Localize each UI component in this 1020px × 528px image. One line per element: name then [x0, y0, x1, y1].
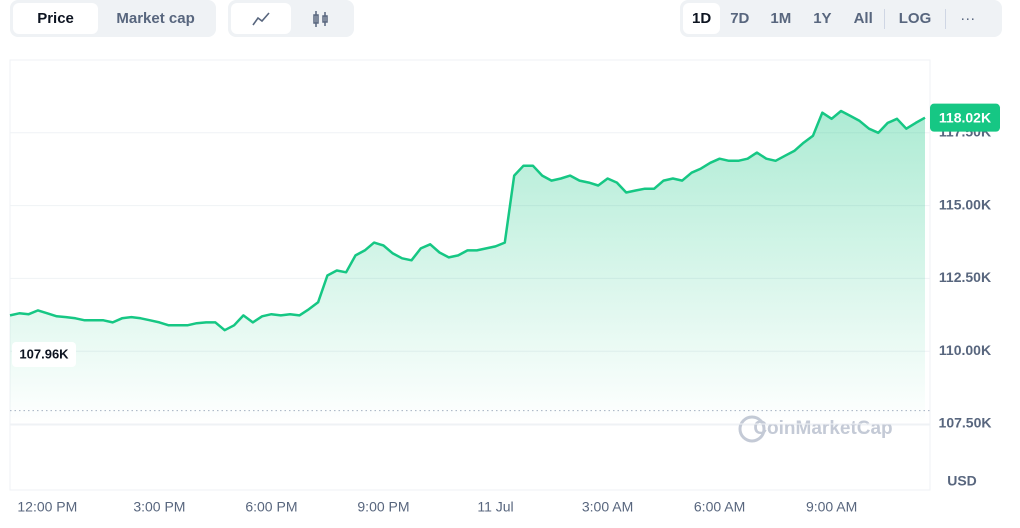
- range-switch: 1D 7D 1M 1Y All LOG ···: [680, 0, 1002, 37]
- divider: [883, 8, 885, 29]
- divider: [945, 8, 947, 29]
- y-tick-label: 115.00K: [939, 196, 991, 212]
- plot-frame: [9, 59, 931, 491]
- x-tick-label: 6:00 AM: [694, 499, 745, 515]
- metric-button[interactable]: Market cap: [116, 10, 195, 27]
- x-tick-label: 3:00 PM: [133, 499, 185, 515]
- line-icon: [252, 11, 270, 25]
- x-tick-label: 9:00 AM: [806, 499, 857, 515]
- candle-icon: [313, 10, 328, 27]
- x-tick-label: 9:00 PM: [357, 499, 409, 515]
- log-button[interactable]: LOG: [898, 10, 932, 27]
- currency-label: USD: [947, 473, 977, 489]
- line-style-button[interactable]: [231, 3, 291, 34]
- x-tick-label: 11 Jul: [477, 499, 513, 515]
- range-button[interactable]: 1D: [683, 3, 721, 34]
- watermark-logo: [738, 415, 766, 443]
- x-tick-label: 3:00 AM: [582, 499, 633, 515]
- y-tick-label: 112.50K: [939, 269, 991, 285]
- open-price-label: 107.96K: [19, 346, 69, 361]
- range-button[interactable]: All: [853, 10, 873, 27]
- price-line: [9, 109, 926, 332]
- x-tick-label: 12:00 PM: [17, 499, 77, 515]
- x-tick-label: 6:00 PM: [245, 499, 297, 515]
- metric-button[interactable]: Price: [13, 3, 99, 34]
- y-tick-label: 110.00K: [939, 342, 991, 358]
- y-tick-label: 117.50K: [939, 124, 991, 140]
- watermark: CoinMarketCap: [753, 418, 892, 439]
- open-price-badge: [12, 342, 76, 367]
- more-button[interactable]: ···: [960, 10, 976, 27]
- range-button[interactable]: 1M: [770, 10, 792, 27]
- current-price-label: 118.02K: [939, 109, 991, 125]
- candle-style-button[interactable]: [291, 3, 351, 34]
- area-fill: [10, 111, 925, 424]
- chart-style-switch: [228, 0, 354, 37]
- range-button[interactable]: 1Y: [813, 10, 832, 27]
- metric-switch: Price Market cap: [10, 0, 216, 37]
- range-button[interactable]: 7D: [730, 10, 750, 27]
- y-tick-label: 107.50K: [939, 415, 992, 431]
- current-price-badge: [930, 103, 1000, 132]
